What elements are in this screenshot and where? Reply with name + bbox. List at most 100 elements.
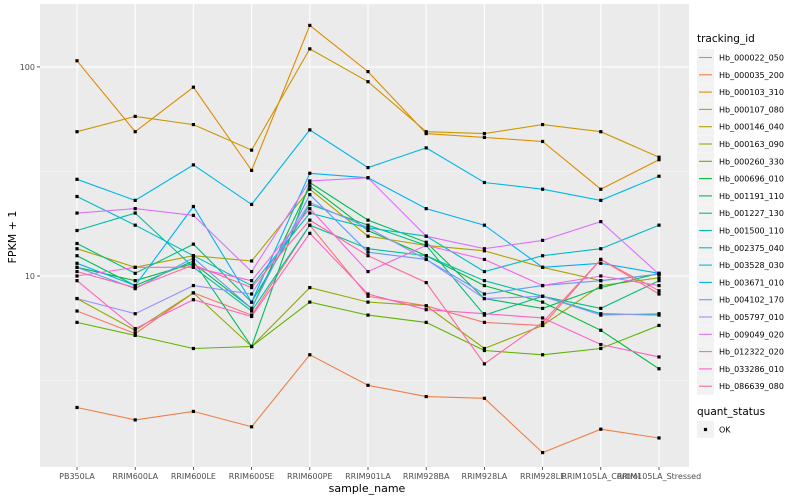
data-point [75,265,79,269]
data-point [657,223,661,227]
data-point [133,312,137,316]
data-point [250,292,254,296]
legend-label: Hb_012322_020 [719,348,784,357]
x-tick-label: RRIM600SE [229,472,275,481]
data-point [75,405,79,410]
data-point [366,247,370,251]
data-point [482,279,486,283]
legend-label: Hb_000163_090 [719,140,784,149]
data-point [308,47,312,51]
data-point [308,223,312,227]
data-point [133,130,137,134]
data-point [541,450,545,455]
data-point [366,294,370,298]
data-point [250,425,254,429]
data-point [482,223,486,227]
data-point [133,198,137,202]
x-tick-label: RRIM600PE [287,472,333,481]
data-point [424,308,428,312]
data-point [308,300,312,304]
data-point [133,207,137,211]
legend-label: Hb_001191_110 [719,192,784,201]
data-point [191,85,195,89]
data-point [366,254,370,258]
data-point [133,332,137,336]
data-point [541,122,545,127]
data-point [191,263,195,267]
data-point [657,367,661,371]
data-point [424,304,428,308]
legend-label: Hb_086639_080 [719,382,784,391]
data-point [482,283,486,288]
data-point [366,69,370,74]
data-point [541,320,545,324]
data-point [250,309,254,313]
data-point [191,163,195,167]
legend-label: Hb_001227_130 [719,209,784,218]
data-point [308,231,312,235]
x-tick-label: RRIM928LA [462,472,508,481]
data-point [482,348,486,353]
data-point [250,283,254,288]
data-point [308,180,312,185]
data-point [541,283,545,288]
data-point [366,176,370,180]
data-point [657,289,661,293]
data-point [599,279,603,283]
data-point [424,280,428,285]
data-point [250,344,254,349]
data-point [599,286,603,290]
x-axis-title: sample_name [329,482,406,495]
data-point [308,200,312,204]
data-point [541,306,545,310]
data-point [366,228,370,233]
x-tick-label: RRIM928BA [403,472,450,481]
data-point [75,261,79,265]
data-point [482,180,486,185]
data-point [133,223,137,227]
data-point [482,312,486,316]
data-point [133,279,137,283]
data-point [133,271,137,275]
legend-label: Hb_000022_050 [719,54,784,63]
data-point [250,300,254,304]
legend-label: Hb_000260_330 [719,157,784,166]
data-point [250,259,254,263]
legend-title-tracking-id: tracking_id [697,33,755,45]
data-point [424,234,428,238]
x-tick-label: RRIM928LE [520,472,565,481]
data-point [366,313,370,317]
data-point [366,300,370,304]
data-point [657,283,661,288]
data-point [366,223,370,227]
data-point [250,306,254,310]
legend-title-quant-status: quant_status [697,406,765,418]
data-point [191,259,195,263]
legend-label: Hb_005797_010 [719,313,784,322]
legend: tracking_id quant_status Hb_000022_050 Hb… [697,33,784,438]
x-tick-label: RRIM105LA_Control [561,472,640,481]
data-point [657,355,661,359]
data-point [75,241,79,246]
data-point [482,292,486,296]
data-point [191,242,195,246]
data-point [308,128,312,132]
data-point [250,202,254,207]
data-point [541,300,545,304]
data-point [599,274,603,278]
data-point [657,279,661,283]
data-point [133,327,137,331]
data-point [541,238,545,242]
legend-label: Hb_033286_010 [719,365,784,374]
data-point [424,146,428,150]
data-point [191,204,195,209]
data-point [308,353,312,357]
data-point [133,333,137,337]
data-point [482,320,486,324]
legend-label: Hb_000107_080 [719,105,784,114]
data-point [657,174,661,178]
data-point [75,211,79,215]
data-point [75,320,79,324]
data-point [133,418,137,422]
